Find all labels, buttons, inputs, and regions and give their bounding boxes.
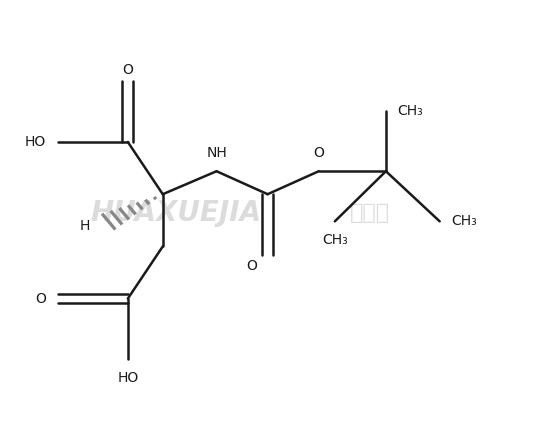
Text: NH: NH <box>206 146 227 160</box>
Text: O: O <box>313 146 324 160</box>
Text: CH₃: CH₃ <box>322 233 348 247</box>
Text: O: O <box>35 292 46 305</box>
Text: H: H <box>80 219 90 233</box>
Text: 化学加: 化学加 <box>350 203 390 223</box>
Text: HO: HO <box>25 135 46 149</box>
Text: O: O <box>122 63 133 77</box>
Text: O: O <box>246 259 257 273</box>
Text: CH₃: CH₃ <box>452 214 477 228</box>
Text: CH₃: CH₃ <box>397 104 424 118</box>
Text: HO: HO <box>117 371 139 385</box>
Text: HUAXUEJIA: HUAXUEJIA <box>91 199 262 227</box>
